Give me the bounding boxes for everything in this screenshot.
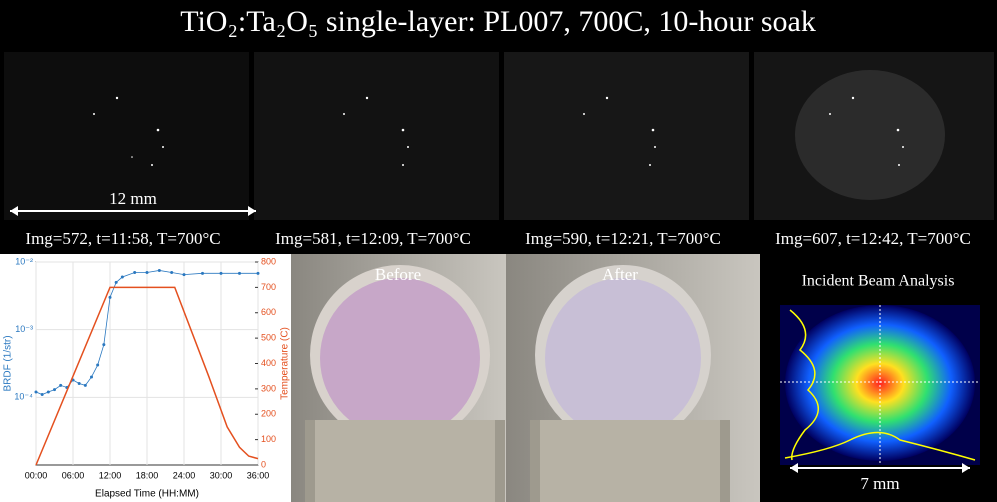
data-point xyxy=(133,271,136,274)
data-point xyxy=(47,390,50,393)
y-tick-label: 10⁻² xyxy=(15,256,33,266)
title: TiO₂:Ta₂O₅ single-layer: PL007, 700C, 10… xyxy=(180,5,816,38)
data-point xyxy=(183,273,186,276)
frame xyxy=(504,52,749,220)
data-point xyxy=(59,384,62,387)
data-point xyxy=(109,296,112,299)
data-point xyxy=(146,271,149,274)
beam-scale-label: 7 mm xyxy=(860,474,899,493)
beam-title: Incident Beam Analysis xyxy=(802,273,955,290)
x-tick-label: 18:00 xyxy=(136,470,159,480)
y2-tick-label: 700 xyxy=(261,282,276,292)
caption: Img=590, t=12:21, T=700°C xyxy=(525,229,721,248)
caption: Img=607, t=12:42, T=700°C xyxy=(775,229,971,248)
y2-axis-label: Temperature (C) xyxy=(280,327,291,400)
chart: 00:00 06:00 12:00 18:00 24:00 30:00 36:00 10⁻² 1… xyxy=(3,256,291,499)
y-tick-label: 10⁻⁴ xyxy=(14,392,33,402)
data-point xyxy=(90,375,93,378)
data-point xyxy=(41,393,44,396)
caption: Img=581, t=12:09, T=700°C xyxy=(275,229,471,248)
caption: Img=572, t=11:58, T=700°C xyxy=(25,229,220,248)
y2-tick-label: 0 xyxy=(261,459,266,469)
x-tick-label: 12:00 xyxy=(99,470,122,480)
data-point xyxy=(220,272,223,275)
y-axis-label: BRDF (1/str) xyxy=(3,335,14,391)
photo-label: Before xyxy=(375,265,421,284)
x-axis-label: Elapsed Time (HH:MM) xyxy=(95,489,199,500)
data-point xyxy=(53,388,56,391)
frame xyxy=(254,52,499,220)
photo-after xyxy=(506,254,760,502)
x-tick-label: 24:00 xyxy=(173,470,196,480)
scale-label: 12 mm xyxy=(109,189,157,208)
data-point xyxy=(96,364,99,367)
data-point xyxy=(121,276,124,279)
y2-tick-label: 200 xyxy=(261,409,276,419)
data-point xyxy=(78,382,81,385)
x-tick-label: 30:00 xyxy=(210,470,233,480)
y2-tick-label: 500 xyxy=(261,333,276,343)
data-point xyxy=(158,269,161,272)
y2-tick-label: 100 xyxy=(261,434,276,444)
y2-tick-label: 600 xyxy=(261,307,276,317)
data-point xyxy=(238,272,241,275)
data-point xyxy=(170,271,173,274)
y2-tick-label: 400 xyxy=(261,358,276,368)
y-tick-label: 10⁻³ xyxy=(15,324,33,334)
data-point xyxy=(35,390,38,393)
x-tick-label: 36:00 xyxy=(247,470,270,480)
x-tick-label: 00:00 xyxy=(25,470,48,480)
scatter-glow xyxy=(795,70,945,200)
data-point xyxy=(84,384,87,387)
photo-label: After xyxy=(602,265,638,284)
data-point xyxy=(257,272,260,275)
data-point xyxy=(115,281,118,284)
photo-before xyxy=(291,254,506,502)
data-point xyxy=(102,343,105,346)
data-point xyxy=(201,272,204,275)
figure: TiO₂:Ta₂O₅ single-layer: PL007, 700C, 10… xyxy=(0,0,997,502)
x-tick-label: 06:00 xyxy=(62,470,85,480)
y2-tick-label: 300 xyxy=(261,383,276,393)
y2-tick-label: 800 xyxy=(261,256,276,266)
